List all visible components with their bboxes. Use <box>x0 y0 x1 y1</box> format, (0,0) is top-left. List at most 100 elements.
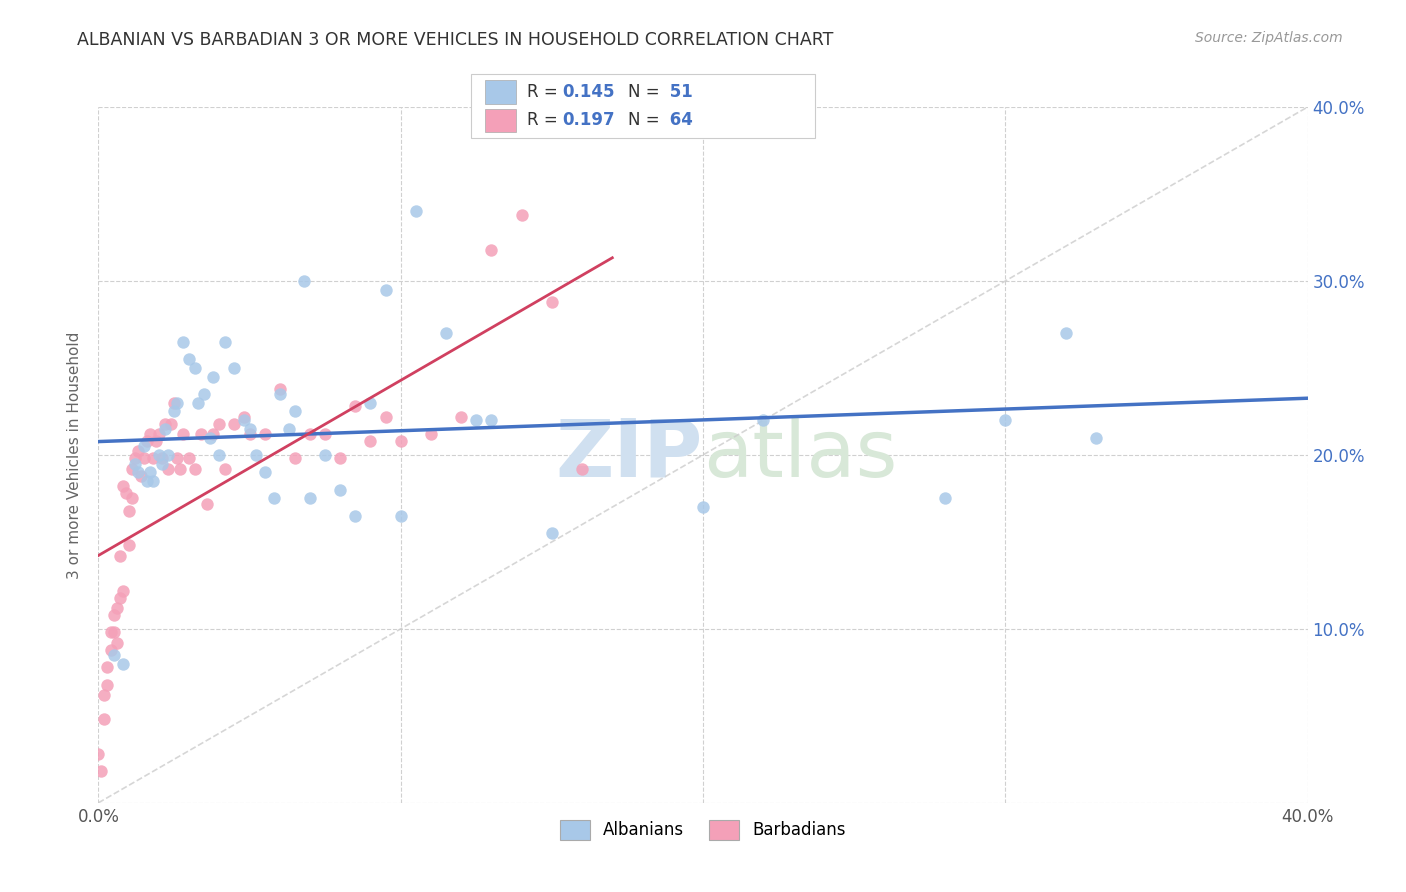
Point <box>208 448 231 462</box>
Point <box>299 491 322 506</box>
Point <box>163 395 186 409</box>
Point <box>292 274 315 288</box>
Legend: Albanians, Barbadians: Albanians, Barbadians <box>553 813 853 847</box>
Point <box>166 395 188 409</box>
Point <box>571 462 593 476</box>
Point <box>208 417 231 431</box>
Point <box>344 508 367 523</box>
Point <box>142 474 165 488</box>
Point <box>148 427 170 442</box>
Point <box>184 360 207 375</box>
Text: 0.197: 0.197 <box>562 112 614 129</box>
Point <box>118 503 141 517</box>
Point <box>263 491 285 506</box>
Point <box>172 334 194 349</box>
Point <box>187 395 209 409</box>
Point <box>111 479 134 493</box>
Point <box>111 657 134 671</box>
Point <box>510 208 533 222</box>
Text: atlas: atlas <box>703 416 897 494</box>
Point <box>269 382 291 396</box>
Point <box>214 334 236 349</box>
Point <box>253 427 276 442</box>
Point <box>195 497 218 511</box>
Point <box>148 448 170 462</box>
Point <box>118 538 141 552</box>
Point <box>135 474 157 488</box>
Point <box>405 204 427 219</box>
Point <box>121 491 143 506</box>
Text: 64: 64 <box>664 112 693 129</box>
Point <box>166 451 188 466</box>
Point <box>994 413 1017 427</box>
Point <box>202 369 225 384</box>
Point <box>139 466 162 480</box>
Point <box>129 468 152 483</box>
Point <box>163 404 186 418</box>
Point <box>465 413 488 427</box>
Text: ZIP: ZIP <box>555 416 703 494</box>
Point <box>103 648 125 662</box>
Point <box>96 660 118 674</box>
Y-axis label: 3 or more Vehicles in Household: 3 or more Vehicles in Household <box>67 331 83 579</box>
Point <box>360 395 382 409</box>
Text: 51: 51 <box>664 83 692 101</box>
Point <box>389 434 412 448</box>
Point <box>124 451 146 466</box>
Point <box>93 688 115 702</box>
Text: 0.145: 0.145 <box>562 83 614 101</box>
Point <box>214 462 236 476</box>
Text: ALBANIAN VS BARBADIAN 3 OR MORE VEHICLES IN HOUSEHOLD CORRELATION CHART: ALBANIAN VS BARBADIAN 3 OR MORE VEHICLES… <box>77 31 834 49</box>
Text: N =: N = <box>628 83 665 101</box>
Point <box>114 486 136 500</box>
Text: Source: ZipAtlas.com: Source: ZipAtlas.com <box>1195 31 1343 45</box>
Point <box>108 591 131 605</box>
Point <box>160 417 183 431</box>
Point <box>172 427 194 442</box>
Point <box>135 434 157 448</box>
Point <box>145 434 167 448</box>
Point <box>314 448 336 462</box>
Point <box>105 601 128 615</box>
Point <box>96 677 118 691</box>
Point <box>150 457 173 471</box>
Point <box>239 427 262 442</box>
Point <box>103 607 125 622</box>
Point <box>232 409 254 424</box>
Point <box>284 404 307 418</box>
Point <box>150 451 173 466</box>
Point <box>314 427 336 442</box>
Point <box>934 491 956 506</box>
Point <box>153 422 176 436</box>
Point <box>127 466 149 480</box>
Point <box>232 413 254 427</box>
Point <box>200 430 222 444</box>
Point <box>374 409 396 424</box>
Point <box>127 444 149 458</box>
Point <box>277 422 299 436</box>
Point <box>193 387 215 401</box>
Point <box>108 549 131 563</box>
Point <box>450 409 472 424</box>
Point <box>93 712 115 726</box>
Point <box>179 451 201 466</box>
Point <box>100 642 122 657</box>
Point <box>245 448 267 462</box>
Point <box>153 417 176 431</box>
Point <box>299 427 322 442</box>
Point <box>540 526 562 541</box>
Text: N =: N = <box>628 112 665 129</box>
Point <box>481 243 503 257</box>
Point <box>752 413 775 427</box>
Point <box>540 294 562 309</box>
Point <box>224 360 246 375</box>
Point <box>190 427 212 442</box>
Point <box>124 457 146 471</box>
Point <box>100 625 122 640</box>
Point <box>184 462 207 476</box>
Point <box>434 326 457 340</box>
Point <box>239 422 262 436</box>
Point <box>224 417 246 431</box>
Point <box>284 451 307 466</box>
Point <box>253 466 276 480</box>
